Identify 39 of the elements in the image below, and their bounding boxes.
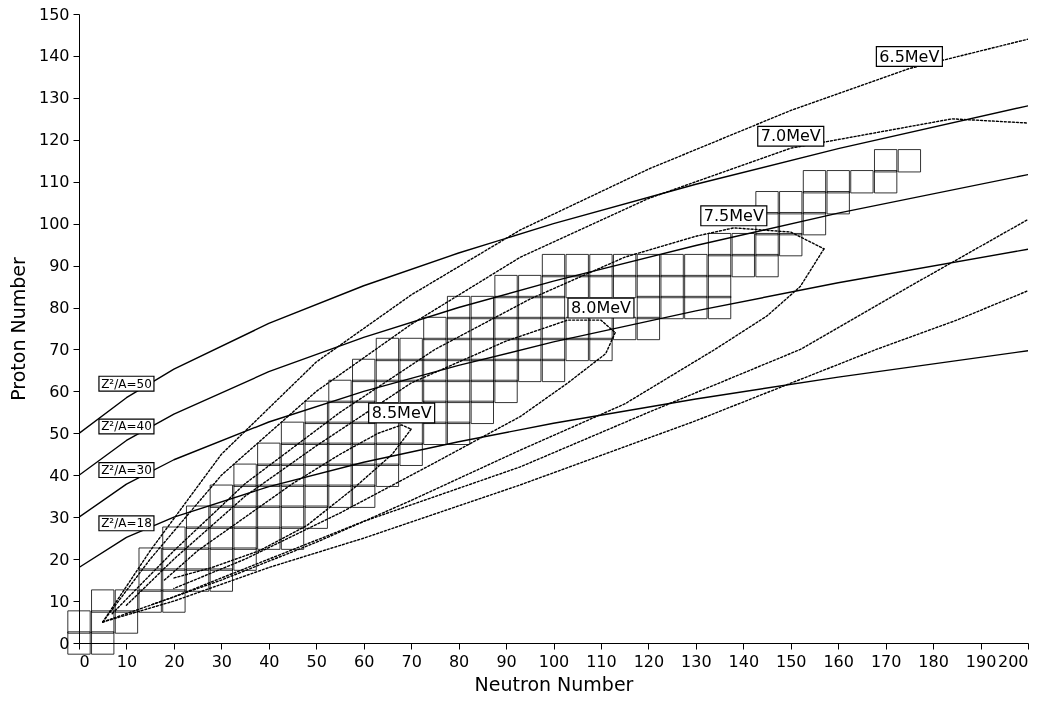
- y-tick-label: 20: [49, 549, 70, 569]
- y-tick-label: 40: [49, 465, 70, 485]
- x-tick-label: 0: [79, 651, 90, 671]
- y-axis-title: Proton Number: [6, 257, 29, 401]
- y-tick-label: 100: [38, 214, 70, 234]
- x-tick-label: 150: [775, 651, 807, 671]
- x-tick-label: 130: [681, 651, 712, 671]
- y-tick-label: 0: [59, 633, 70, 653]
- y-tick-label: 140: [38, 46, 70, 66]
- x-tick-label: 90: [496, 651, 517, 671]
- x-tick-label: 110: [586, 651, 617, 671]
- x-tick-label: 190: [965, 651, 997, 671]
- y-tick-label: 10: [49, 591, 70, 611]
- x-tick-label: 200: [997, 651, 1029, 671]
- y-tick-label: 60: [49, 381, 70, 401]
- x-tick-label: 10: [116, 651, 138, 671]
- x-tick-label: 70: [401, 651, 422, 671]
- x-tick-label: 120: [633, 651, 665, 671]
- x-tick-label: 60: [354, 651, 375, 671]
- x-tick-label: 30: [211, 651, 233, 671]
- y-tick-label: 70: [49, 339, 70, 359]
- x-tick-label: 100: [538, 651, 570, 671]
- x-tick-label: 160: [823, 651, 854, 671]
- y-tick-label: 110: [38, 172, 70, 192]
- y-tick-label: 120: [38, 130, 70, 150]
- y-tick-label: 80: [49, 298, 70, 318]
- y-tick-label: 130: [38, 88, 70, 108]
- y-tick-label: 50: [49, 423, 70, 443]
- x-tick-label: 140: [728, 651, 760, 671]
- x-tick-label: 40: [259, 651, 280, 671]
- x-tick-label: 180: [918, 651, 949, 671]
- y-tick-label: 30: [49, 507, 70, 527]
- y-tick-label: 150: [38, 4, 70, 24]
- y-tick-label: 90: [49, 256, 70, 276]
- x-tick-label: 80: [448, 651, 470, 671]
- x-tick-label: 20: [164, 651, 185, 671]
- x-tick-label: 50: [306, 651, 327, 671]
- x-axis-title: Neutron Number: [474, 672, 634, 695]
- x-tick-label: 170: [870, 651, 902, 671]
